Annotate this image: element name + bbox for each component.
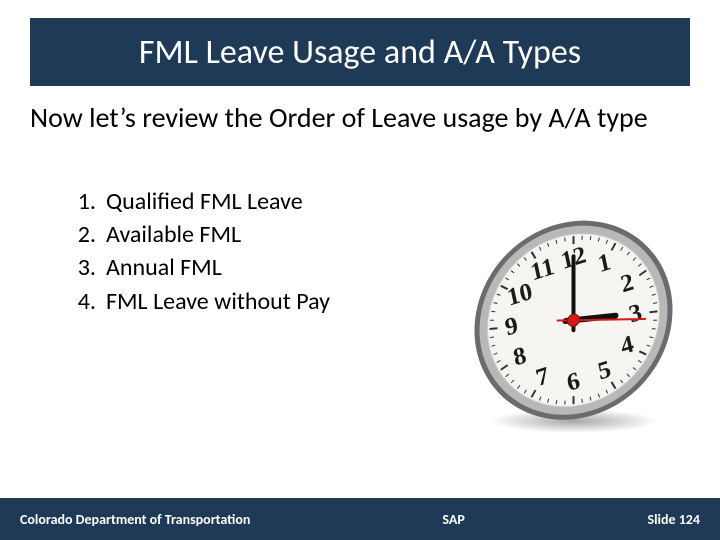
list-number: 4. <box>72 286 106 317</box>
slide-title: FML Leave Usage and A/A Types <box>139 32 581 73</box>
footer-system: SAP <box>442 511 464 528</box>
title-band: FML Leave Usage and A/A Types <box>30 18 690 86</box>
footer-slide-number: Slide 124 <box>647 511 700 528</box>
list-label: Annual FML <box>106 252 222 283</box>
ordered-list: 1. Qualified FML Leave 2. Available FML … <box>72 186 330 319</box>
list-label: Available FML <box>106 219 241 250</box>
clock-illustration: 121234567891011 <box>466 212 681 427</box>
list-item: 3. Annual FML <box>72 252 330 283</box>
footer-org: Colorado Department of Transportation <box>20 511 250 528</box>
list-item: 1. Qualified FML Leave <box>72 186 330 217</box>
slide-footer: Colorado Department of Transportation SA… <box>0 498 720 540</box>
clock-icon: 121234567891011 <box>466 212 681 427</box>
intro-text: Now let’s review the Order of Leave usag… <box>30 102 690 134</box>
list-item: 2. Available FML <box>72 219 330 250</box>
list-label: FML Leave without Pay <box>106 286 330 317</box>
list-number: 1. <box>72 186 106 217</box>
list-number: 3. <box>72 252 106 283</box>
list-label: Qualified FML Leave <box>106 186 303 217</box>
list-item: 4. FML Leave without Pay <box>72 286 330 317</box>
list-number: 2. <box>72 219 106 250</box>
